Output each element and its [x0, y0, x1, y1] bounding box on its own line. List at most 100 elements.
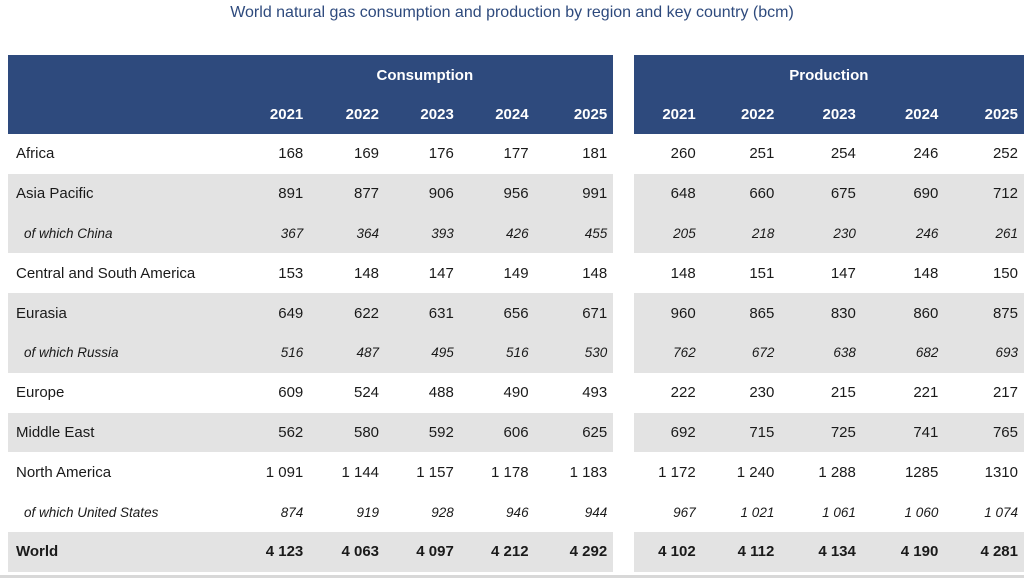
consumption-cell: 148 [582, 264, 608, 282]
consumption-cell: 487 [309, 332, 386, 373]
consumption-cell: 367 [236, 213, 310, 254]
consumption-cell: 944 [584, 504, 608, 520]
production-cell: 218 [701, 213, 781, 254]
consumption-cell: 4 292 [534, 531, 614, 572]
consumption-cell: 530 [534, 332, 614, 373]
consumption-cell: 524 [353, 384, 380, 402]
production-cell: 4 281 [944, 531, 1024, 572]
table-row: of which Russia 516 487 495 516 530 762 672 638 6… [8, 332, 1024, 373]
production-cell: 4 134 [780, 531, 862, 572]
consumption-cell: 877 [309, 173, 386, 214]
production-cell: 1 172 [658, 463, 696, 481]
table-row: Europe 609 524 488 490 493 222 230 215 221 217 [8, 372, 1024, 413]
row-label: Middle East [8, 412, 237, 453]
consumption-year-header: 2021 [236, 95, 310, 134]
production-cell: 638 [780, 332, 862, 373]
table-row: North America 1 091 1 144 1 157 1 178 1 183 1 … [8, 452, 1024, 493]
consumption-cell: 649 [236, 293, 310, 333]
production-cell: 875 [944, 293, 1024, 333]
consumption-header: Consumption [236, 55, 614, 95]
consumption-cell: 671 [534, 293, 614, 333]
consumption-cell: 490 [503, 384, 529, 402]
table-row: Eurasia 649 622 631 656 671 960 865 830 860 875 [8, 293, 1024, 333]
production-cell: 830 [780, 293, 862, 333]
consumption-cell: 874 [280, 504, 304, 520]
production-cell: 865 [701, 293, 781, 333]
table-row: Asia Pacific 891 877 906 956 991 648 660 675 690 7… [8, 173, 1024, 214]
production-cell: 1 061 [822, 504, 856, 520]
production-cell: 205 [633, 213, 702, 254]
consumption-cell: 625 [534, 412, 614, 453]
row-label: World [8, 531, 237, 572]
column-gap [613, 55, 634, 95]
consumption-cell: 176 [428, 145, 454, 163]
production-cell: 230 [780, 213, 862, 254]
production-cell: 254 [830, 145, 856, 163]
row-label: Eurasia [8, 293, 237, 333]
consumption-cell: 493 [582, 384, 608, 402]
production-cell: 151 [749, 264, 775, 282]
column-gap [613, 213, 634, 254]
row-label: of which United States [24, 504, 159, 520]
production-year-header: 2022 [701, 95, 781, 134]
page-title: World natural gas consumption and produc… [230, 4, 794, 21]
table-body: Africa 168 169 176 177 181 260 251 254 246 252 Asia… [8, 134, 1024, 572]
consumption-cell: 488 [428, 384, 454, 402]
column-gap [613, 492, 634, 532]
consumption-cell: 891 [236, 173, 310, 214]
consumption-cell: 177 [503, 145, 529, 163]
production-cell: 715 [701, 412, 781, 453]
table-row: of which United States 874 919 928 946 944 967… [8, 492, 1024, 532]
column-gap [613, 173, 634, 214]
production-cell: 693 [944, 332, 1024, 373]
production-cell: 221 [913, 384, 939, 402]
production-cell: 4 102 [633, 531, 702, 572]
consumption-cell: 426 [459, 213, 535, 254]
consumption-cell: 364 [309, 213, 386, 254]
consumption-cell: 1 091 [265, 463, 304, 481]
column-gap [613, 412, 634, 453]
production-year-header: 2024 [861, 95, 945, 134]
row-label: Africa [16, 145, 55, 163]
production-cell: 4 112 [701, 531, 781, 572]
consumption-cell: 148 [353, 264, 380, 282]
row-label: Europe [16, 384, 65, 402]
production-cell: 648 [633, 173, 702, 214]
bottom-divider [0, 575, 1024, 578]
column-gap [613, 293, 634, 333]
consumption-cell: 928 [431, 504, 454, 520]
consumption-cell: 495 [385, 332, 460, 373]
consumption-year-header: 2025 [534, 95, 614, 134]
production-cell: 260 [670, 145, 696, 163]
consumption-cell: 606 [459, 412, 535, 453]
production-cell: 148 [670, 264, 696, 282]
consumption-cell: 656 [459, 293, 535, 333]
consumption-cell: 991 [534, 173, 614, 214]
production-cell: 690 [861, 173, 945, 214]
production-cell: 741 [861, 412, 945, 453]
production-cell: 261 [944, 213, 1024, 254]
production-cell: 230 [749, 384, 775, 402]
consumption-cell: 592 [385, 412, 460, 453]
table-row: of which China 367 364 393 426 455 205 218 230 24… [8, 213, 1024, 254]
column-gap [613, 95, 634, 134]
consumption-cell: 147 [428, 264, 454, 282]
production-cell: 967 [673, 504, 696, 520]
consumption-cell: 4 123 [236, 531, 310, 572]
production-cell: 682 [861, 332, 945, 373]
production-cell: 960 [633, 293, 702, 333]
consumption-year-header: 2022 [309, 95, 386, 134]
row-label: of which Russia [8, 332, 237, 373]
consumption-cell: 181 [582, 145, 608, 163]
consumption-cell: 4 212 [459, 531, 535, 572]
production-year-header: 2021 [633, 95, 702, 134]
row-label: of which China [8, 213, 237, 254]
production-cell: 712 [944, 173, 1024, 214]
table-row: Middle East 562 580 592 606 625 692 715 725 741 76… [8, 412, 1024, 453]
consumption-cell: 1 157 [416, 463, 454, 481]
consumption-cell: 562 [236, 412, 310, 453]
row-label: Asia Pacific [8, 173, 237, 214]
production-cell: 1285 [904, 463, 939, 481]
production-cell: 1 288 [818, 463, 856, 481]
consumption-cell: 455 [534, 213, 614, 254]
